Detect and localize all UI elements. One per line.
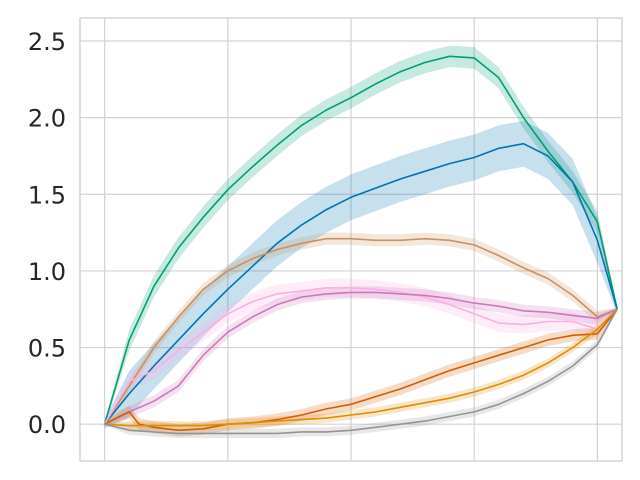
- y-tick-label: 0.5: [28, 335, 66, 363]
- series-band-5: [104, 308, 618, 437]
- series-line-7: [103, 308, 618, 435]
- series-line-2: [103, 237, 618, 426]
- y-tick-label: 1.5: [28, 181, 66, 209]
- series-line-3: [103, 286, 618, 426]
- series-band-4: [104, 286, 618, 426]
- plot-frame: [79, 17, 623, 462]
- confidence-bands: [104, 45, 618, 438]
- series-line-4: [103, 291, 618, 426]
- series-line-1: [103, 142, 618, 426]
- series-line-6: [103, 308, 618, 427]
- series-band-1: [104, 120, 618, 429]
- series-lines: [103, 55, 618, 435]
- y-tick-label: 2.5: [28, 28, 66, 56]
- series-line-5: [103, 308, 618, 432]
- series-band-7: [104, 308, 618, 438]
- series-band-3: [104, 278, 618, 427]
- series-line-0: [103, 55, 618, 426]
- y-tick-labels: 0.0 0.5 1.0 1.5 2.0 2.5: [28, 28, 66, 439]
- y-tick-label: 1.0: [28, 258, 66, 286]
- y-tick-label: 0.0: [28, 411, 66, 439]
- y-tick-label: 2.0: [28, 105, 66, 133]
